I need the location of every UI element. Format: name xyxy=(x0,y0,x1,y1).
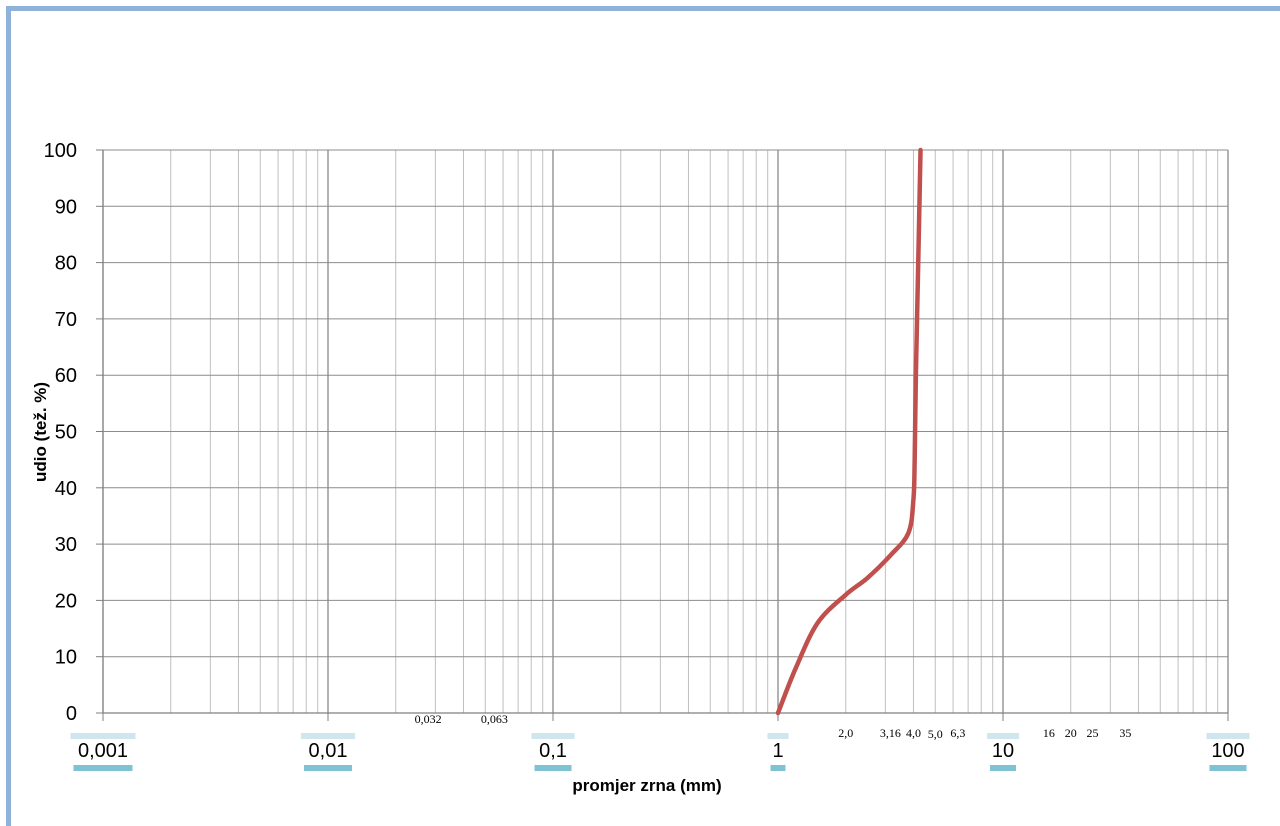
x-tick-highlight xyxy=(987,733,1019,739)
tick-labels: 0 10 20 30 40 50 60 70 80 90 100 0,001 0,01 0,1 1 10 100… xyxy=(44,140,1250,771)
y-tick-label: 50 xyxy=(55,422,77,444)
y-tick-label: 100 xyxy=(44,140,77,162)
x-tick-highlight xyxy=(534,765,572,771)
y-tick-label: 80 xyxy=(55,253,77,275)
x-tick-highlight xyxy=(1206,733,1250,739)
x-tick-highlight xyxy=(301,733,355,739)
y-tick-label: 30 xyxy=(55,534,77,556)
x-tick-highlight xyxy=(1209,765,1247,771)
x-tick-label: 0,001 xyxy=(78,740,128,762)
y-tick-label: 0 xyxy=(66,703,77,725)
x-tick-label: 0,01 xyxy=(309,740,348,762)
x-tick-highlight xyxy=(304,765,352,771)
x-tick-label: 0,1 xyxy=(539,740,567,762)
y-axis-label: udio (tež. %) xyxy=(31,382,50,482)
y-tick-label: 60 xyxy=(55,365,77,387)
chart-frame xyxy=(6,6,1280,826)
sieve-size-label: 2,0 xyxy=(838,726,853,740)
sieve-size-label: 3,16 xyxy=(880,726,901,740)
x-tick-highlight xyxy=(767,733,789,739)
x-tick-highlight xyxy=(531,733,575,739)
x-tick-label: 10 xyxy=(992,740,1014,762)
x-tick-label: 1 xyxy=(772,740,783,762)
y-tick-label: 40 xyxy=(55,478,77,500)
series-group xyxy=(775,147,923,716)
sieve-size-label: 25 xyxy=(1087,726,1099,740)
grid xyxy=(102,149,1229,714)
x-axis-label: promjer zrna (mm) xyxy=(572,776,721,795)
sieve-size-label: 16 xyxy=(1043,726,1055,740)
sieve-size-label: 0,063 xyxy=(481,712,508,726)
x-tick-highlight xyxy=(990,765,1016,771)
sieve-size-label: 6,3 xyxy=(950,726,965,740)
x-tick-highlight xyxy=(770,765,786,771)
y-tick-label: 20 xyxy=(55,590,77,612)
series-line xyxy=(775,147,923,716)
sieve-size-label: 0,032 xyxy=(415,712,442,726)
x-tick-highlight xyxy=(70,733,136,739)
y-tick-label: 90 xyxy=(55,196,77,218)
axes xyxy=(96,149,1229,721)
sieve-size-label: 20 xyxy=(1065,726,1077,740)
y-tick-label: 70 xyxy=(55,309,77,331)
sieve-size-label: 4,0 xyxy=(906,726,921,740)
y-tick-label: 10 xyxy=(55,647,77,669)
sieve-size-label: 35 xyxy=(1119,726,1131,740)
x-tick-label: 100 xyxy=(1211,740,1244,762)
sieve-size-label: 5,0 xyxy=(928,727,943,741)
x-tick-highlight xyxy=(73,765,133,771)
